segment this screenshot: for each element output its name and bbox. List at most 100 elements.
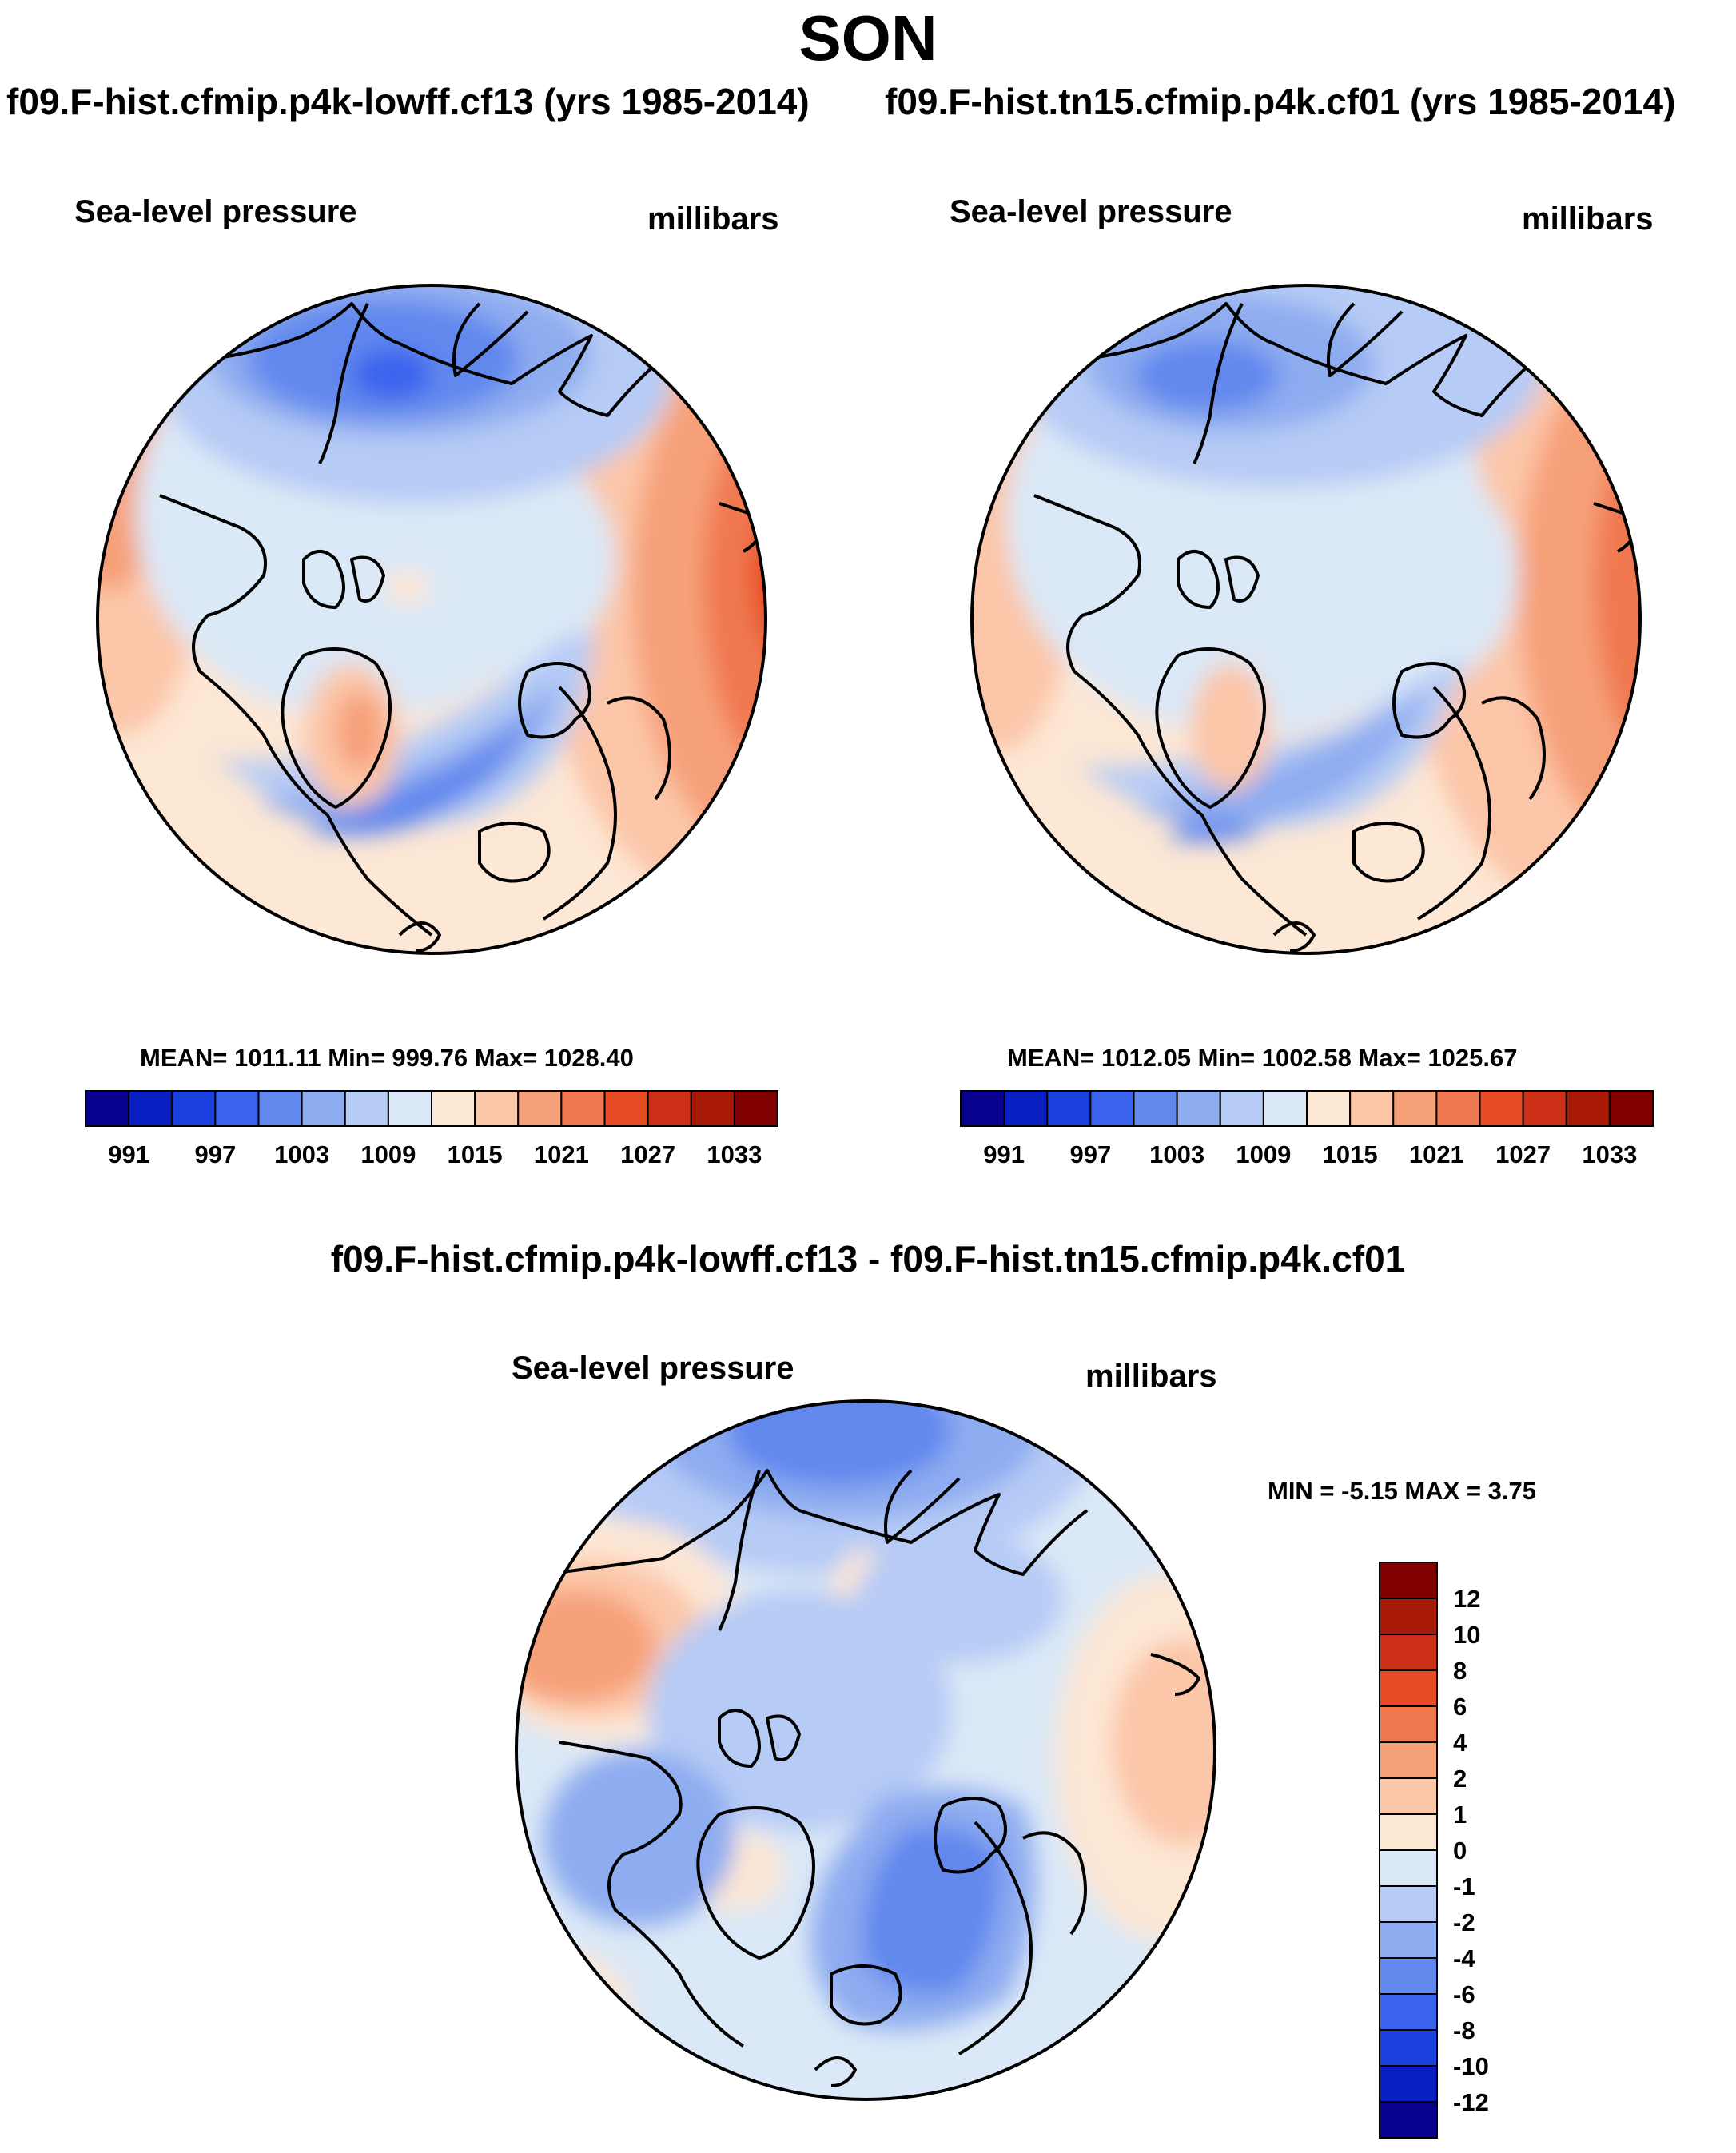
colorbar-swatch	[1379, 2065, 1438, 2103]
colorbar-swatch	[560, 1090, 606, 1127]
colorbar-swatch	[1392, 1090, 1438, 1127]
colorbar-swatch	[1522, 1090, 1567, 1127]
difference-title: f09.F-hist.cfmip.p4k-lowff.cf13 - f09.F-…	[330, 1238, 1406, 1279]
colorbar-swatch	[1379, 1562, 1438, 1599]
map-diff-boundary	[515, 1399, 1216, 2101]
panel-1-case-title: f09.F-hist.cfmip.p4k-lowff.cf13 (yrs 198…	[6, 81, 810, 122]
colorbar-swatch	[1379, 1849, 1438, 1887]
map-1-field	[98, 285, 766, 953]
map-2-field	[972, 285, 1640, 953]
colorbar-tick-label: 1021	[1409, 1140, 1464, 1168]
colorbar-tick-label: 991	[983, 1140, 1025, 1168]
colorbar-swatch	[647, 1090, 692, 1127]
colorbar-swatch	[171, 1090, 217, 1127]
colorbar-tick-label: -12	[1453, 2088, 1489, 2116]
figure-title: SON	[798, 2, 938, 74]
colorbar-swatch	[1046, 1090, 1092, 1127]
colorbar-tick-label: 1003	[274, 1140, 329, 1168]
colorbar-tick-label: 1009	[1236, 1140, 1291, 1168]
colorbar-swatch	[733, 1090, 778, 1127]
map-1-coastlines	[119, 302, 766, 953]
colorbar-swatch	[1435, 1090, 1481, 1127]
colorbar-tick-label: 1027	[1495, 1140, 1551, 1168]
colorbar-swatch	[690, 1090, 735, 1127]
colorbar-swatch	[257, 1090, 303, 1127]
colorbar-swatch	[214, 1090, 260, 1127]
colorbar-tick-label: -6	[1453, 1980, 1475, 2008]
difference-variable-label: Sea-level pressure	[512, 1351, 794, 1386]
colorbar-panel-1: 991 997 1003 1009 1015 1021 1027 1033	[85, 1090, 778, 1168]
colorbar-swatch	[1608, 1090, 1654, 1127]
colorbar-tick-label: 1021	[534, 1140, 589, 1168]
colorbar-swatch	[517, 1090, 563, 1127]
colorbar-tick-label: 997	[195, 1140, 237, 1168]
map-panel-2	[970, 284, 1642, 955]
colorbar-swatch	[1379, 1993, 1438, 2031]
colorbar-tick-label: -10	[1453, 2052, 1489, 2080]
colorbar-swatch	[1219, 1090, 1264, 1127]
difference-minmax: MIN = -5.15 MAX = 3.75	[1268, 1477, 1536, 1505]
colorbar-tick-label: 991	[108, 1140, 149, 1168]
map-diff-field	[516, 1401, 1215, 2099]
colorbar-swatch	[960, 1090, 1005, 1127]
colorbar-tick-label: 1033	[707, 1140, 762, 1168]
colorbar-tick-label: 4	[1453, 1729, 1467, 1757]
colorbar-swatch	[1565, 1090, 1611, 1127]
colorbar-swatch	[1379, 1777, 1438, 1815]
map-diff-coastlines	[543, 1469, 1200, 2087]
colorbar-swatch	[1379, 1669, 1438, 1707]
colorbar-tick-label: 1027	[620, 1140, 675, 1168]
colorbar-tick-label: 12	[1453, 1585, 1480, 1613]
colorbar-swatch	[1089, 1090, 1135, 1127]
colorbar-tick-label: 0	[1453, 1837, 1467, 1864]
colorbar-tick-label: 997	[1070, 1140, 1112, 1168]
colorbar-swatch	[1306, 1090, 1352, 1127]
panel-1-variable-label: Sea-level pressure	[74, 194, 357, 229]
colorbar-swatch	[85, 1090, 130, 1127]
colorbar-swatch	[1379, 2101, 1438, 2139]
colorbar-tick-label: 1009	[360, 1140, 416, 1168]
colorbar-swatch	[344, 1090, 389, 1127]
panel-1-units-label: millibars	[647, 201, 779, 237]
colorbar-swatch	[1379, 1813, 1438, 1851]
panel-2-variable-label: Sea-level pressure	[950, 194, 1232, 229]
colorbar-swatch	[1379, 1705, 1438, 1743]
colorbar-tick-label: 1015	[1323, 1140, 1378, 1168]
colorbar-swatch	[431, 1090, 476, 1127]
map-2-boundary	[970, 284, 1642, 955]
colorbar-panel-2: 991 997 1003 1009 1015 1021 1027 1033	[960, 1090, 1654, 1168]
colorbar-swatch	[474, 1090, 520, 1127]
colorbar-tick-label: 6	[1453, 1693, 1467, 1721]
colorbar-swatch	[1349, 1090, 1395, 1127]
colorbar-swatch	[128, 1090, 173, 1127]
colorbar-swatch	[1262, 1090, 1308, 1127]
colorbar-tick-label: -4	[1453, 1944, 1475, 1972]
colorbar-swatch	[1003, 1090, 1049, 1127]
colorbar-swatch	[1379, 1957, 1438, 1995]
colorbar-tick-label: 1	[1453, 1801, 1467, 1829]
colorbar-swatch	[1379, 1598, 1438, 1635]
colorbar-swatch	[603, 1090, 649, 1127]
colorbar-tick-label: 8	[1453, 1657, 1467, 1685]
colorbar-swatch	[301, 1090, 346, 1127]
colorbar-swatch	[1379, 1885, 1438, 1923]
map-panel-difference	[515, 1399, 1216, 2101]
colorbar-tick-label: 10	[1453, 1621, 1480, 1649]
colorbar-swatch	[1379, 2029, 1438, 2067]
map-2-coastlines	[993, 302, 1640, 953]
colorbar-tick-label: 1003	[1149, 1140, 1204, 1168]
colorbar-tick-label: -8	[1453, 2016, 1475, 2044]
colorbar-swatch	[1379, 1741, 1438, 1779]
panel-1-stats: MEAN= 1011.11 Min= 999.76 Max= 1028.40	[140, 1044, 634, 1072]
panel-2-stats: MEAN= 1012.05 Min= 1002.58 Max= 1025.67	[1007, 1044, 1518, 1072]
colorbar-swatch	[1379, 1921, 1438, 1959]
colorbar-swatch	[1479, 1090, 1524, 1127]
panel-2-case-title: f09.F-hist.tn15.cfmip.p4k.cf01 (yrs 1985…	[885, 81, 1676, 122]
colorbar-tick-label: 1015	[448, 1140, 503, 1168]
colorbar-swatch	[1133, 1090, 1178, 1127]
map-1-boundary	[96, 284, 767, 955]
difference-units-label: millibars	[1085, 1359, 1217, 1394]
colorbar-swatch	[1176, 1090, 1221, 1127]
